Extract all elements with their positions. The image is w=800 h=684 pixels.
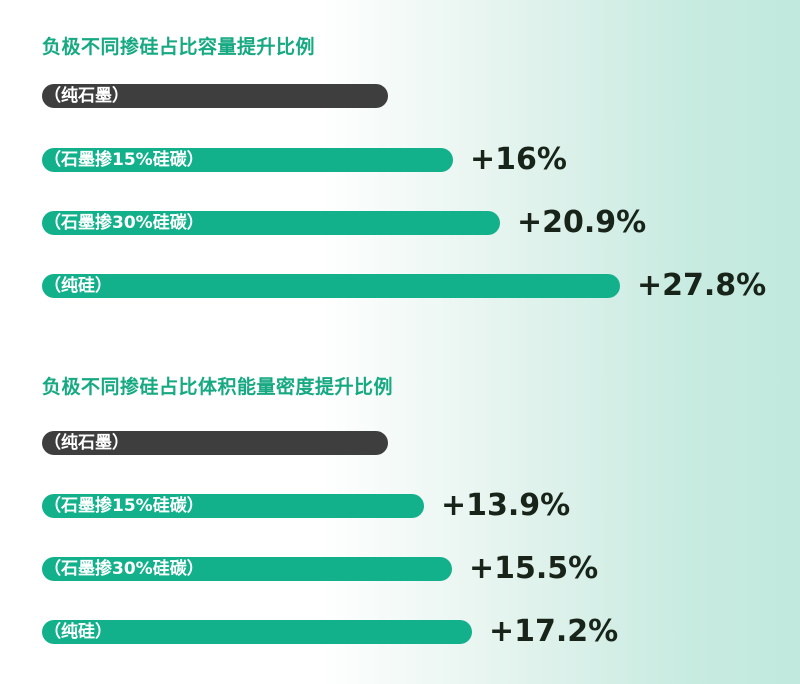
bar-category-label: （纯石墨） [44,86,129,106]
bar: （石墨掺15%硅碳） [42,148,453,172]
bar-category-label: （纯硅） [44,622,112,642]
bar-category-label: （石墨掺30%硅碳） [44,559,204,579]
data-label: +17.2% [489,614,619,649]
bar-category-label: （石墨掺30%硅碳） [44,213,204,233]
bar: （纯硅） [42,620,472,644]
chart-title: 负极不同掺硅占比容量提升比例 [42,36,316,58]
bar-category-label: （石墨掺15%硅碳） [44,496,204,516]
bar: （石墨掺30%硅碳） [42,557,452,581]
bar: （纯石墨） [42,431,388,455]
bar-category-label: （纯石墨） [44,433,129,453]
data-label: +27.8% [637,268,767,303]
bar: （纯石墨） [42,84,388,108]
data-label: +16% [470,142,567,177]
data-label: +15.5% [469,551,599,586]
bar-category-label: （纯硅） [44,276,112,296]
bar: （石墨掺30%硅碳） [42,211,500,235]
data-label: +20.9% [517,205,647,240]
bar-category-label: （石墨掺15%硅碳） [44,150,204,170]
bar: （石墨掺15%硅碳） [42,494,424,518]
data-label: +13.9% [441,488,571,523]
chart-title: 负极不同掺硅占比体积能量密度提升比例 [42,376,394,398]
bar: （纯硅） [42,274,620,298]
